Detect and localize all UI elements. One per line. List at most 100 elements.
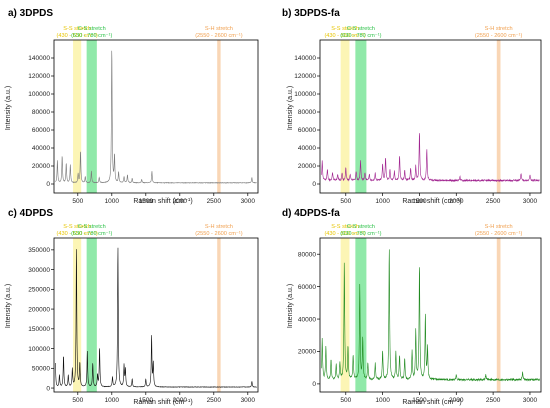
band-sh-c xyxy=(217,238,221,392)
plot-frame-a xyxy=(53,39,259,194)
ytick-label-a-1: 20000 xyxy=(32,163,50,170)
xtick-label-d-3: 2000 xyxy=(449,397,464,404)
ytick-label-b-7: 140000 xyxy=(294,55,316,62)
plot-frame-b xyxy=(319,39,542,194)
band-sh-b xyxy=(496,40,501,193)
ytick-label-a-0: 0 xyxy=(46,181,50,188)
band-range-sh-d: (2550 - 2600 cm⁻¹) xyxy=(475,231,523,237)
band-range-ss-c: (430 - 550 cm⁻¹) xyxy=(57,231,98,237)
band-name-sh-a: S-H stretch xyxy=(205,26,233,32)
panel-a: a) 3DPDS S-S stretch(430 - 550 cm⁻¹)C-S … xyxy=(5,8,259,205)
band-ss-b xyxy=(340,40,350,193)
xtick-label-d-0: 500 xyxy=(340,397,351,404)
ylabel-d: Intensity (a.u.) xyxy=(287,284,294,328)
ytick-label-c-0: 0 xyxy=(46,385,50,392)
ytick-label-b-2: 40000 xyxy=(298,145,316,152)
ytick-label-d-4: 80000 xyxy=(298,251,316,258)
band-name-sh-b: S-H stretch xyxy=(485,26,513,32)
band-range-cs-c: (630 - 780 cm⁻¹) xyxy=(71,231,112,237)
xlabel-a: Raman shift (cm⁻¹) xyxy=(133,198,192,205)
ytick-label-a-5: 100000 xyxy=(28,91,50,98)
xtick-label-a-2: 1500 xyxy=(139,198,154,205)
ytick-label-d-2: 40000 xyxy=(298,316,316,323)
series-line-c xyxy=(55,247,257,388)
panel-title-a: a) 3DPDS xyxy=(8,8,53,19)
xtick-label-a-4: 2500 xyxy=(207,198,222,205)
plot-frame-d xyxy=(319,237,542,393)
xlabel-c: Raman shift (cm⁻¹) xyxy=(133,399,192,406)
xtick-label-b-1: 1000 xyxy=(375,198,390,205)
ytick-label-b-3: 60000 xyxy=(298,127,316,134)
ytick-label-a-7: 140000 xyxy=(28,55,50,62)
xtick-label-d-4: 2500 xyxy=(486,397,501,404)
ytick-label-b-6: 120000 xyxy=(294,73,316,80)
plot-d: S-S stretch(430 - 550 cm⁻¹)C-S stretch(6… xyxy=(298,224,542,404)
panel-title-b: b) 3DPDS-fa xyxy=(282,8,340,19)
xtick-label-b-0: 500 xyxy=(340,198,351,205)
ytick-label-c-2: 100000 xyxy=(28,346,50,353)
band-name-ss-d: S-S stretch xyxy=(331,224,359,230)
xtick-label-d-1: 1000 xyxy=(375,397,390,404)
plot-frame-c xyxy=(53,237,259,393)
panel-c: c) 4DPDS S-S stretch(430 - 550 cm⁻¹)C-S … xyxy=(5,208,259,406)
band-range-ss-d: (430 - 550 cm⁻¹) xyxy=(324,231,365,237)
band-range-sh-a: (2550 - 2600 cm⁻¹) xyxy=(195,33,243,39)
ytick-label-b-1: 20000 xyxy=(298,163,316,170)
xtick-label-b-2: 1500 xyxy=(412,198,427,205)
band-name-ss-b: S-S stretch xyxy=(331,26,359,32)
ytick-label-c-6: 300000 xyxy=(28,267,50,274)
ytick-label-c-1: 50000 xyxy=(32,366,50,373)
xtick-label-d-5: 3000 xyxy=(523,397,538,404)
xtick-label-c-3: 2000 xyxy=(173,397,188,404)
band-range-sh-c: (2550 - 2600 cm⁻¹) xyxy=(195,231,243,237)
series-line-d xyxy=(321,249,540,382)
band-sh-a xyxy=(217,40,221,193)
ytick-label-d-3: 60000 xyxy=(298,284,316,291)
band-cs-c xyxy=(86,238,97,392)
ytick-label-c-7: 350000 xyxy=(28,247,50,254)
band-name-cs-a: C-S stretch xyxy=(78,26,106,32)
band-range-ss-b: (430 - 550 cm⁻¹) xyxy=(324,33,365,39)
band-ss-a xyxy=(73,40,82,193)
band-ss-d xyxy=(340,238,350,392)
series-line-a xyxy=(55,50,257,184)
xtick-label-a-1: 1000 xyxy=(105,198,120,205)
band-sh-d xyxy=(496,238,501,392)
xtick-label-a-5: 3000 xyxy=(241,198,256,205)
xlabel-b: Raman shift (cm⁻¹) xyxy=(402,198,461,205)
panel-b: b) 3DPDS-fa S-S stretch(430 - 550 cm⁻¹)C… xyxy=(282,8,542,205)
panel-d: d) 4DPDS-fa S-S stretch(430 - 550 cm⁻¹)C… xyxy=(282,208,542,406)
xtick-label-c-5: 3000 xyxy=(241,397,256,404)
xtick-label-b-4: 2500 xyxy=(486,198,501,205)
band-cs-b xyxy=(355,40,367,193)
ytick-label-b-0: 0 xyxy=(312,181,316,188)
xtick-label-b-3: 2000 xyxy=(449,198,464,205)
ylabel-a: Intensity (a.u.) xyxy=(5,86,12,130)
ytick-label-c-5: 250000 xyxy=(28,287,50,294)
band-range-cs-a: (630 - 780 cm⁻¹) xyxy=(71,33,112,39)
xlabel-d: Raman shift (cm⁻¹) xyxy=(402,399,461,406)
ytick-label-a-3: 60000 xyxy=(32,127,50,134)
band-cs-a xyxy=(86,40,97,193)
xtick-label-c-1: 1000 xyxy=(105,397,120,404)
band-name-ss-a: S-S stretch xyxy=(63,26,91,32)
panel-title-d: d) 4DPDS-fa xyxy=(282,208,340,219)
band-name-cs-b: C-S stretch xyxy=(347,26,375,32)
ylabel-b: Intensity (a.u.) xyxy=(287,86,294,130)
ytick-label-c-4: 200000 xyxy=(28,306,50,313)
plot-c: S-S stretch(430 - 550 cm⁻¹)C-S stretch(6… xyxy=(28,224,259,404)
band-range-ss-a: (430 - 550 cm⁻¹) xyxy=(57,33,98,39)
xtick-label-a-3: 2000 xyxy=(173,198,188,205)
plot-a: S-S stretch(430 - 550 cm⁻¹)C-S stretch(6… xyxy=(28,26,259,205)
xtick-label-c-0: 500 xyxy=(72,397,83,404)
plot-b: S-S stretch(430 - 550 cm⁻¹)C-S stretch(6… xyxy=(294,26,542,205)
xtick-label-b-5: 3000 xyxy=(523,198,538,205)
band-range-cs-b: (630 - 780 cm⁻¹) xyxy=(340,33,381,39)
band-name-ss-c: S-S stretch xyxy=(63,224,91,230)
ytick-label-b-4: 80000 xyxy=(298,109,316,116)
panel-title-c: c) 4DPDS xyxy=(8,208,53,219)
band-cs-d xyxy=(355,238,367,392)
band-name-sh-c: S-H stretch xyxy=(205,224,233,230)
ytick-label-b-5: 100000 xyxy=(294,91,316,98)
